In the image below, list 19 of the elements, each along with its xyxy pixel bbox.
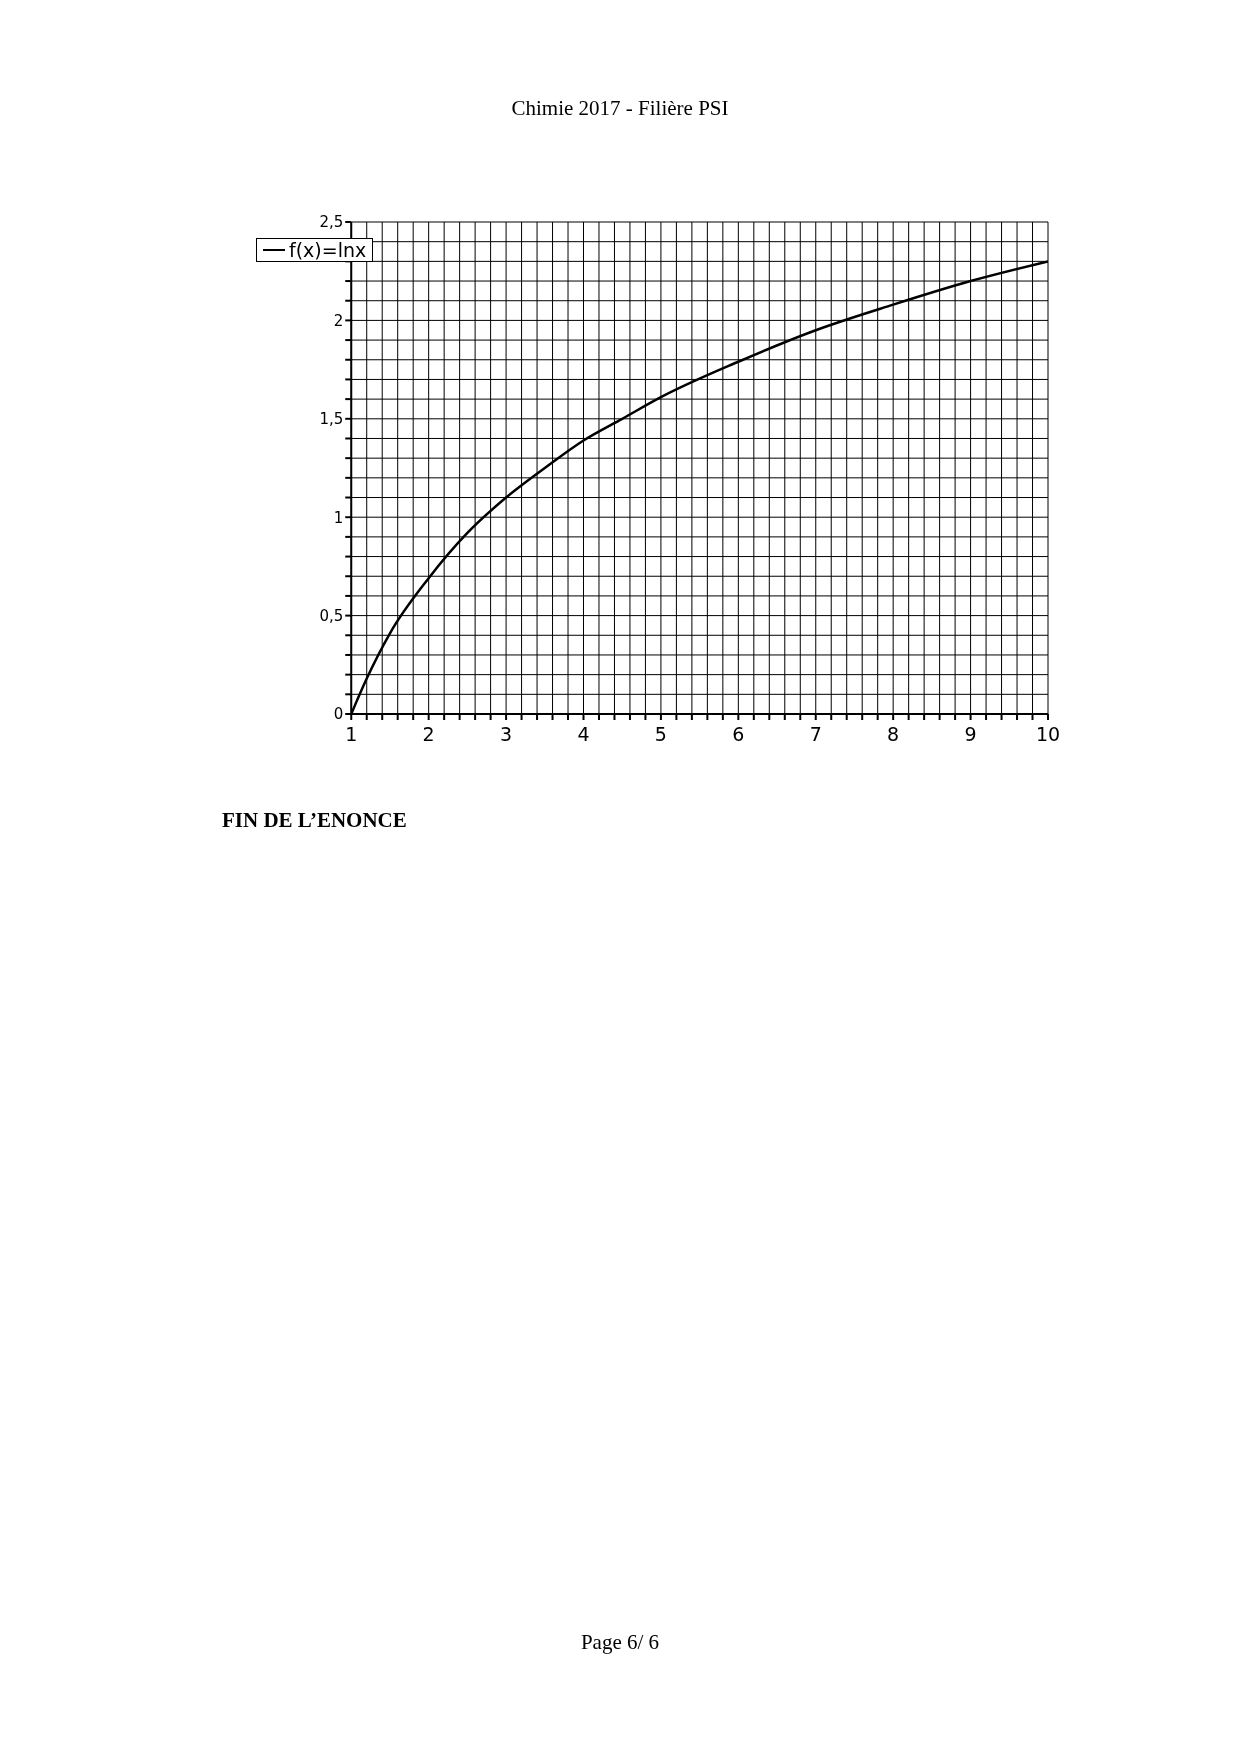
y-tick-label: 0,5 (319, 606, 344, 625)
x-tick-label: 10 (1035, 723, 1061, 746)
x-tick-label: 7 (809, 723, 822, 746)
x-tick-label: 9 (964, 723, 977, 746)
chart-title: Chimie 2017 - Filière PSI (510, 96, 730, 121)
text: Page 6/ 6 (579, 1630, 661, 1655)
y-tick-label: 2,5 (319, 213, 344, 232)
x-tick-label: 5 (654, 723, 667, 746)
x-tick-label: 8 (887, 723, 900, 746)
y-tick-label: 0 (333, 705, 344, 724)
x-tick-label: 6 (732, 723, 745, 746)
y-tick-label: 2 (333, 311, 344, 330)
x-tick-label: 3 (500, 723, 513, 746)
x-tick-label: 4 (577, 723, 590, 746)
legend-label: f(x)=lnx (289, 239, 367, 261)
x-tick-label: 2 (422, 723, 435, 746)
y-tick-label: 1,5 (319, 410, 344, 429)
y-tick-label: 1 (333, 508, 344, 527)
text: FIN DE L’ENONCE (222, 808, 407, 833)
